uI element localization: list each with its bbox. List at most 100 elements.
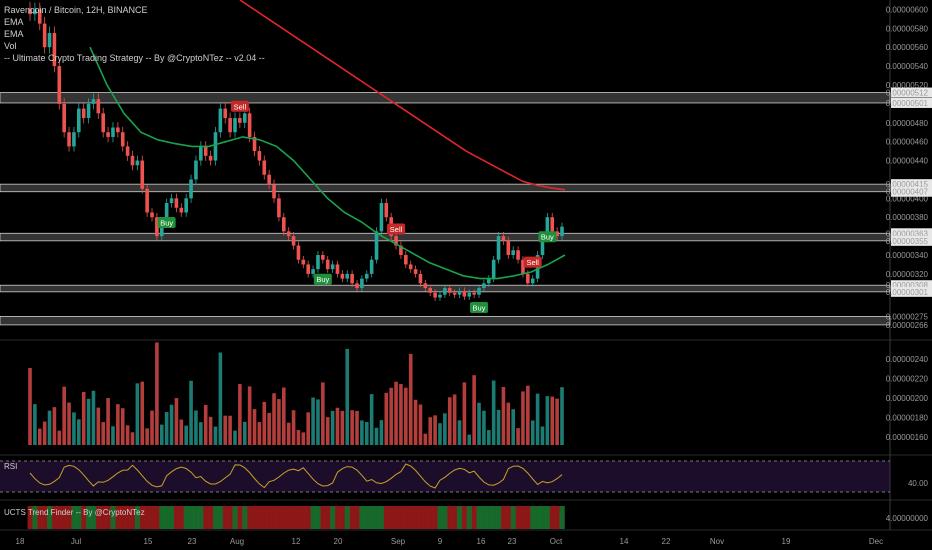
candle-body bbox=[145, 188, 149, 213]
candle-body bbox=[257, 151, 262, 161]
trend-bar bbox=[349, 506, 355, 529]
volume-bar bbox=[330, 410, 335, 445]
candle-body bbox=[291, 236, 296, 246]
volume-bar bbox=[335, 407, 340, 445]
candle-body bbox=[316, 255, 320, 270]
indicator-ema-1[interactable]: EMA bbox=[4, 17, 24, 27]
candle-body bbox=[501, 236, 506, 241]
candle-body bbox=[262, 160, 267, 175]
trend-bar bbox=[51, 506, 58, 529]
trend-bar bbox=[256, 506, 263, 529]
volume-bar bbox=[37, 428, 42, 445]
candle-body bbox=[345, 273, 350, 279]
symbol-line[interactable]: Ravencoin / Bitcoin, 12H, BINANCE bbox=[4, 5, 148, 15]
price-tick-label: 0.00000400 bbox=[886, 194, 929, 203]
ema-short-line bbox=[89, 46, 566, 280]
candle-body bbox=[472, 292, 476, 295]
level-label-bg bbox=[891, 186, 932, 197]
trend-bar bbox=[525, 506, 531, 529]
volume-tick-label: 0.00000240 bbox=[886, 355, 929, 364]
volume-bar bbox=[42, 421, 47, 445]
candle-body bbox=[301, 259, 306, 265]
candle-body bbox=[272, 184, 276, 199]
volume-bar bbox=[194, 410, 198, 445]
trend-bar bbox=[120, 506, 126, 529]
volume-bar bbox=[291, 410, 296, 445]
trend-bar bbox=[81, 506, 87, 529]
volume-bar bbox=[120, 408, 125, 445]
candle-body bbox=[452, 292, 457, 295]
time-tick-label: 15 bbox=[144, 537, 153, 546]
candle-body bbox=[545, 217, 550, 237]
indicator-volume[interactable]: Vol bbox=[4, 41, 17, 51]
candle-body bbox=[296, 245, 301, 260]
trend-bar bbox=[359, 506, 365, 529]
candle-body bbox=[155, 217, 159, 237]
candle-body bbox=[321, 255, 325, 260]
volume-bar bbox=[433, 415, 437, 445]
volume-bar bbox=[374, 427, 379, 445]
trend-pane-title[interactable]: UCTS Trend Finder -- By @CryptoNTez bbox=[4, 508, 145, 517]
trend-bar bbox=[178, 506, 185, 529]
ema-long-line bbox=[239, 0, 566, 191]
trend-bar bbox=[144, 506, 150, 529]
volume-bar bbox=[203, 404, 208, 445]
chart-header: Ravencoin / Bitcoin, 12H, BINANCE EMA EM… bbox=[4, 4, 265, 64]
time-tick-label: Jul bbox=[71, 537, 81, 546]
candle-body bbox=[86, 103, 91, 119]
volume-bar bbox=[472, 375, 476, 445]
trend-bar bbox=[466, 506, 473, 529]
trend-bar bbox=[130, 506, 136, 529]
trend-bar bbox=[354, 506, 360, 529]
trend-bar bbox=[266, 506, 272, 529]
candle-body bbox=[555, 231, 559, 237]
trend-bar bbox=[305, 506, 311, 529]
level-label-bg bbox=[891, 280, 932, 291]
candle-body bbox=[457, 290, 462, 295]
indicator-ema-2[interactable]: EMA bbox=[4, 29, 24, 39]
trend-bar bbox=[383, 506, 390, 529]
candle-body bbox=[213, 132, 218, 161]
candle-body bbox=[477, 288, 481, 295]
volume-bar bbox=[179, 419, 184, 445]
price-tick-label: 0.00000540 bbox=[886, 62, 929, 71]
volume-bar bbox=[413, 399, 418, 445]
signal-tag bbox=[470, 302, 489, 314]
trend-bar bbox=[530, 506, 536, 529]
level-label: 0.00000363 bbox=[886, 229, 929, 238]
candle-body bbox=[521, 259, 525, 274]
volume-bar bbox=[267, 412, 271, 445]
volume-bar bbox=[233, 430, 237, 445]
trend-bar bbox=[515, 506, 521, 529]
signal-tag bbox=[538, 231, 557, 243]
candle-body bbox=[120, 132, 125, 147]
time-tick-label: Oct bbox=[550, 537, 563, 546]
candle-body bbox=[140, 160, 145, 189]
volume-bar bbox=[443, 413, 447, 445]
candle-body bbox=[267, 174, 271, 185]
volume-bar bbox=[208, 416, 213, 445]
signal-label: Buy bbox=[541, 233, 554, 242]
signal-tag bbox=[387, 223, 406, 235]
trend-bar bbox=[32, 506, 38, 529]
trend-bar bbox=[403, 506, 409, 529]
candle-body bbox=[199, 146, 203, 161]
rsi-pane-title[interactable]: RSI bbox=[4, 462, 18, 471]
time-tick-label: 23 bbox=[508, 537, 517, 546]
candle-body bbox=[28, 8, 32, 15]
trend-bar bbox=[110, 506, 116, 529]
trend-bar bbox=[418, 506, 424, 529]
candle-body bbox=[47, 33, 52, 48]
candle-body bbox=[238, 118, 242, 123]
price-tick-label: 0.00000440 bbox=[886, 157, 929, 166]
signal-label: Buy bbox=[316, 275, 329, 284]
volume-bar bbox=[399, 384, 403, 445]
level-label: 0.00000301 bbox=[886, 288, 929, 297]
price-tick-label: 0.00000340 bbox=[886, 251, 929, 260]
trend-bar bbox=[95, 506, 102, 529]
trend-bar bbox=[47, 506, 53, 529]
buy-signal: Buy bbox=[313, 273, 332, 285]
indicator-ucts[interactable]: -- Ultimate Crypto Trading Strategy -- B… bbox=[4, 53, 265, 63]
volume-bar bbox=[223, 415, 228, 445]
